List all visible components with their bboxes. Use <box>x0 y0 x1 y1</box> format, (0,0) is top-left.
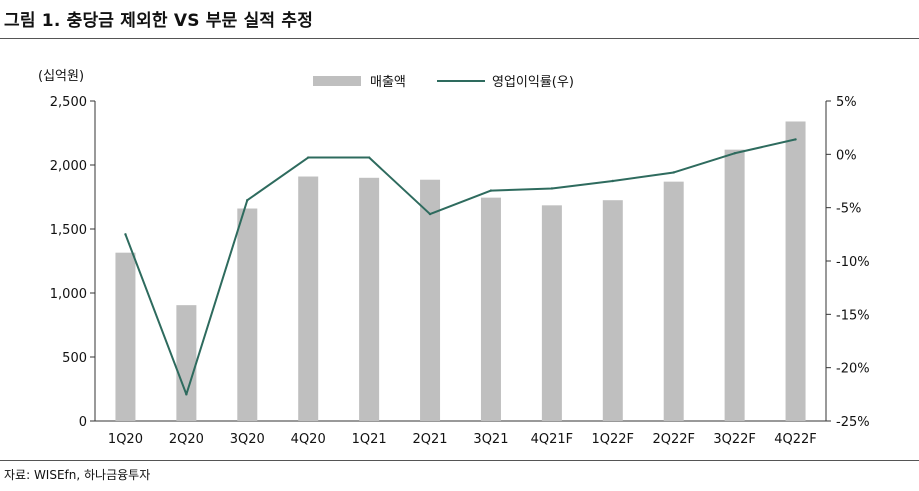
legend-bar-label: 매출액 <box>370 75 406 90</box>
revenue-bar <box>237 208 258 421</box>
left-axis-tick-label: 500 <box>62 351 87 366</box>
right-axis-tick-label: -20% <box>836 362 870 377</box>
x-axis-tick-label: 1Q22F <box>592 432 635 447</box>
x-axis-tick-label: 4Q20 <box>291 432 326 447</box>
operating-margin-point <box>794 138 797 141</box>
line-series <box>124 138 797 396</box>
revenue-bar <box>115 252 136 421</box>
operating-margin-point <box>489 189 493 192</box>
source-note: 자료: WISEfn, 하나금융투자 <box>4 468 151 482</box>
revenue-bar <box>420 179 441 421</box>
x-axis-labels: 1Q20 2Q20 3Q20 4Q20 1Q21 2Q21 3Q21 4Q21F 1Q22F 2Q… <box>108 432 817 447</box>
x-axis-tick-label: 4Q21F <box>531 432 574 447</box>
right-axis-tick-label: -15% <box>836 308 870 323</box>
x-axis-tick-label: 3Q20 <box>230 432 265 447</box>
legend: 매출액 영업이익률(우) <box>313 75 574 90</box>
operating-margin-point <box>550 187 554 190</box>
right-axis-tick-label: -5% <box>836 202 861 217</box>
revenue-bar <box>298 176 319 421</box>
operating-margin-point <box>246 199 249 202</box>
revenue-bar <box>541 205 562 421</box>
revenue-bar <box>724 149 745 421</box>
x-axis-tick-label: 2Q20 <box>169 432 204 447</box>
revenue-bar <box>480 197 501 421</box>
operating-margin-line <box>124 138 796 396</box>
operating-margin-point <box>124 233 127 236</box>
figure-title: 그림 1. 충당금 제외한 VS 부문 실적 추정 <box>4 11 314 31</box>
revenue-bar <box>602 200 623 421</box>
revenue-bar <box>785 121 806 421</box>
legend-line-label: 영업이익률(우) <box>492 75 574 90</box>
left-axis-tick-label: 1,000 <box>50 287 87 302</box>
bar-series <box>115 121 806 421</box>
operating-margin-point <box>307 156 310 159</box>
revenue-bar <box>359 177 380 421</box>
left-axis-tick-label: 2,000 <box>50 159 87 174</box>
operating-margin-point <box>611 179 614 183</box>
left-axis-tick-label: 2,500 <box>50 95 87 110</box>
right-axis-tick-label: -25% <box>836 415 870 430</box>
x-axis-tick-label: 2Q21 <box>413 432 448 447</box>
x-axis-tick-label: 1Q21 <box>352 432 387 447</box>
left-axis-tick-label: 0 <box>79 415 87 430</box>
operating-margin-point <box>733 152 736 155</box>
operating-margin-point <box>672 171 675 174</box>
right-axis-tick-label: -10% <box>836 255 870 270</box>
x-axis-tick-label: 3Q21 <box>473 432 508 447</box>
operating-margin-point <box>428 212 432 216</box>
title-divider <box>0 38 919 39</box>
right-axis-tick-label: 5% <box>836 95 857 110</box>
left-axis-unit-label: (십억원) <box>38 69 84 84</box>
left-axis-tick-label: 1,500 <box>50 223 87 238</box>
x-axis-tick-label: 3Q22F <box>713 432 756 447</box>
right-axis-tick-label: 0% <box>836 148 857 163</box>
footer-divider <box>0 460 919 461</box>
legend-bar-swatch <box>313 76 361 86</box>
revenue-bar <box>176 305 197 421</box>
operating-margin-point <box>185 393 188 396</box>
x-axis-tick-label: 2Q22F <box>652 432 695 447</box>
chart: (십억원) 매출액 영업이익률(우) 0 500 1,000 1,500 2,000 2,… <box>38 69 870 447</box>
revenue-bar <box>663 181 684 421</box>
operating-margin-point <box>367 156 371 159</box>
x-axis-tick-label: 1Q20 <box>108 432 143 447</box>
axes: 0 500 1,000 1,500 2,000 2,500 -25% -20% -15% -10%… <box>50 95 870 430</box>
x-axis-tick-label: 4Q22F <box>774 432 817 447</box>
